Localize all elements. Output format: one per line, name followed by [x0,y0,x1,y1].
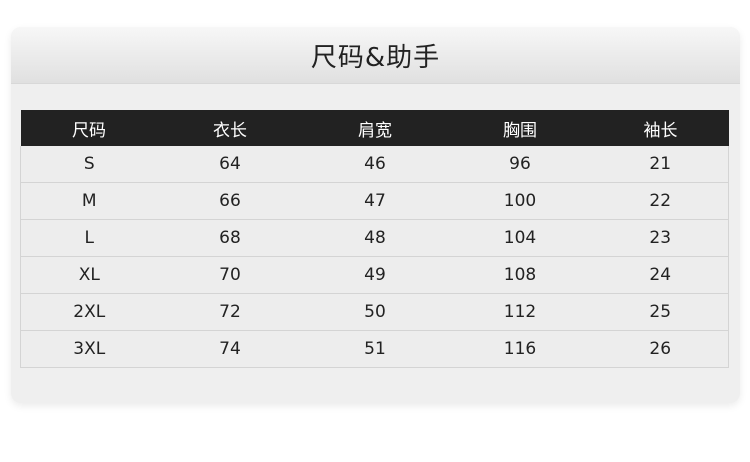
table-cell: 48 [302,219,448,257]
table-cell: 51 [302,330,448,368]
table-cell: 68 [157,219,303,257]
table-cell: 112 [447,293,593,331]
table-cell: 46 [302,146,448,183]
table-cell: 3XL [20,330,158,368]
table-cell: 50 [302,293,448,331]
table-cell: 47 [302,182,448,220]
table-cell: 21 [592,146,729,183]
table-cell: L [20,219,158,257]
table-cell: 104 [447,219,593,257]
column-header: 肩宽 [302,110,448,146]
table-cell: 108 [447,256,593,294]
table-cell: 70 [157,256,303,294]
table-cell: 26 [592,330,729,368]
table-row: S 64 46 96 21 [20,146,729,183]
table-cell: 96 [447,146,593,183]
table-cell: 116 [447,330,593,368]
table-cell: 23 [592,219,729,257]
table-row: M 66 47 100 22 [20,182,729,220]
column-header: 尺码 [20,110,158,146]
table-row: L 68 48 104 23 [20,219,729,257]
table-cell: 72 [157,293,303,331]
column-header: 胸围 [447,110,593,146]
table-cell: 2XL [20,293,158,331]
table-cell: 25 [592,293,729,331]
table-cell: 66 [157,182,303,220]
table-cell: 74 [157,330,303,368]
table-cell: 49 [302,256,448,294]
header-band: 尺码&助手 [11,27,740,84]
table-row: 2XL 72 50 112 25 [20,293,729,331]
table-row: 3XL 74 51 116 26 [20,330,729,368]
page-title: 尺码&助手 [310,42,441,73]
table-row: XL 70 49 108 24 [20,256,729,294]
size-table: 尺码 衣长 肩宽 胸围 袖长 S 64 46 96 21 M 66 47 100 22 L 68 48 104 23… [20,110,729,368]
column-header: 袖长 [592,110,729,146]
table-cell: 22 [592,182,729,220]
table-cell: M [20,182,158,220]
table-cell: 24 [592,256,729,294]
size-chart-card: 尺码&助手 尺码 衣长 肩宽 胸围 袖长 S 64 46 96 21 M 66 47 100 22 L 68 4… [11,27,740,403]
table-cell: 100 [447,182,593,220]
table-cell: XL [20,256,158,294]
table-header-row: 尺码 衣长 肩宽 胸围 袖长 [20,110,729,146]
column-header: 衣长 [157,110,303,146]
table-cell: S [20,146,158,183]
table-cell: 64 [157,146,303,183]
